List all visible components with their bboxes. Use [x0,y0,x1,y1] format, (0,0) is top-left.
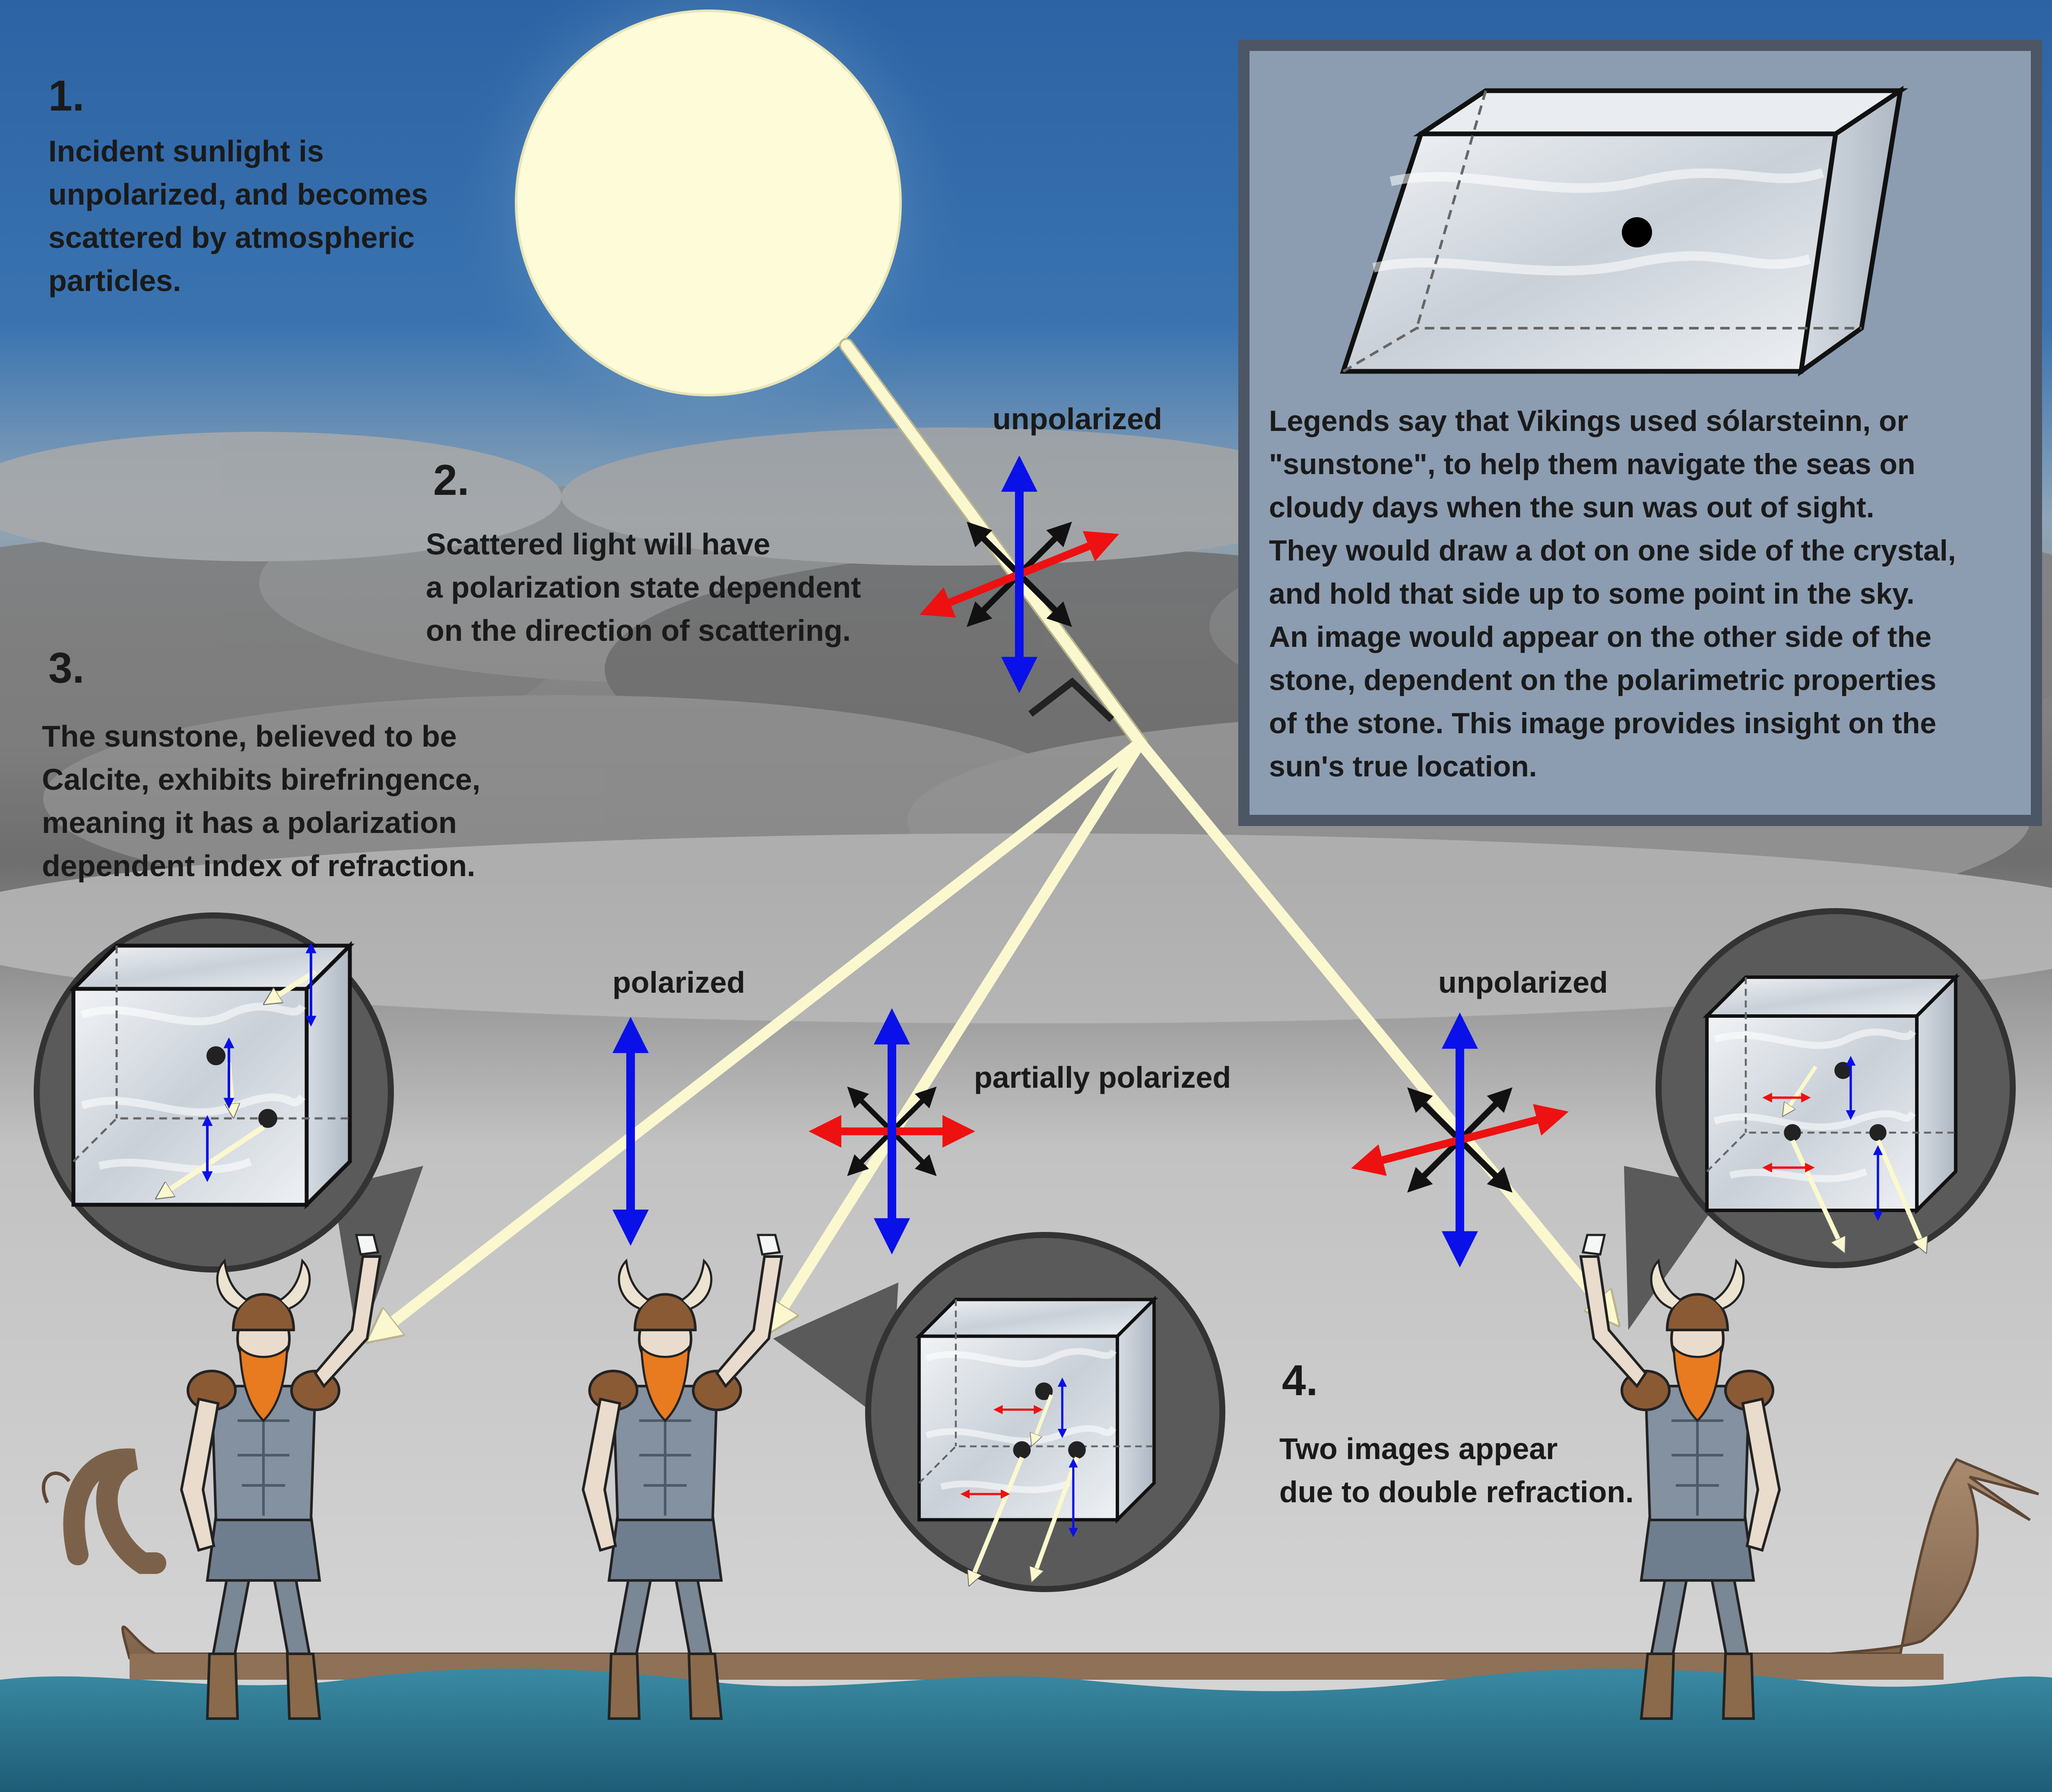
partially-polarized-arrows-icon [809,1008,975,1255]
beam-polarized [371,738,1144,1339]
sun-icon [515,9,902,396]
right-angle-marker-icon [1028,677,1114,722]
unpolarized-arrows-icon [1351,1012,1569,1268]
step3-line: The sunstone, believed to be [42,719,457,753]
legend-text: Legends say that Vikings used sólarstein… [1269,399,2020,788]
legend-line: "sunstone", to help them navigate the se… [1269,448,1916,481]
legend-line: cloudy days when the sun was out of sigh… [1269,491,1874,524]
calcite-crystal-icon [1340,85,1909,377]
label-partially-polarized: partially polarized [974,1061,1231,1094]
step3-description: The sunstone, believed to be Calcite, ex… [42,715,582,887]
legend-line: and hold that side up to some point in t… [1269,577,1915,610]
step1-description: Incident sunlight is unpolarized, and be… [48,130,480,302]
legend-line: An image would appear on the other side … [1269,621,1931,653]
step1-line: Incident sunlight is [48,134,324,168]
magnifier-icon-right [1624,908,2016,1330]
beam-unpolarized [1135,739,1615,1321]
step4-line: Two images appear [1279,1432,1558,1466]
magnifier-icon-center [773,1232,1225,1592]
legend-line: stone, dependent on the polarimetric pro… [1269,664,1937,697]
legend-line: They would draw a dot on one side of the… [1269,534,1956,567]
step2-line: a polarization state dependent [426,570,861,604]
step2-line: on the direction of scattering. [426,614,851,647]
step1-line: particles. [48,264,181,298]
step3-line: dependent index of refraction. [42,849,476,883]
step3-line: meaning it has a polarization [42,806,457,839]
polarization-arrows-icon [919,455,1120,693]
label-unpolarized-top: unpolarized [993,402,1162,436]
step3-line: Calcite, exhibits birefringence, [42,763,481,796]
step2-number: 2. [433,456,469,504]
step1-number: 1. [48,72,85,120]
step2-line: Scattered light will have [426,527,771,561]
step4-line: due to double refraction. [1279,1475,1634,1509]
step4-number: 4. [1282,1356,1318,1405]
legend-line: of the stone. This image provides insigh… [1269,707,1937,740]
step4-description: Two images appear due to double refracti… [1279,1427,1776,1513]
step3-number: 3. [48,644,85,692]
legend-line: Legends say that Vikings used sólarstein… [1269,405,1909,437]
step1-line: unpolarized, and becomes [48,177,428,211]
step1-line: scattered by atmospheric [48,221,415,254]
beam-partially-polarized [769,740,1145,1330]
sea [0,1669,2052,1792]
label-unpolarized-right: unpolarized [1438,966,1608,999]
legend-line: sun's true location. [1269,750,1537,783]
crystal-dot [1622,217,1652,247]
label-polarized: polarized [612,966,745,999]
step2-description: Scattered light will have a polarization… [426,522,923,652]
